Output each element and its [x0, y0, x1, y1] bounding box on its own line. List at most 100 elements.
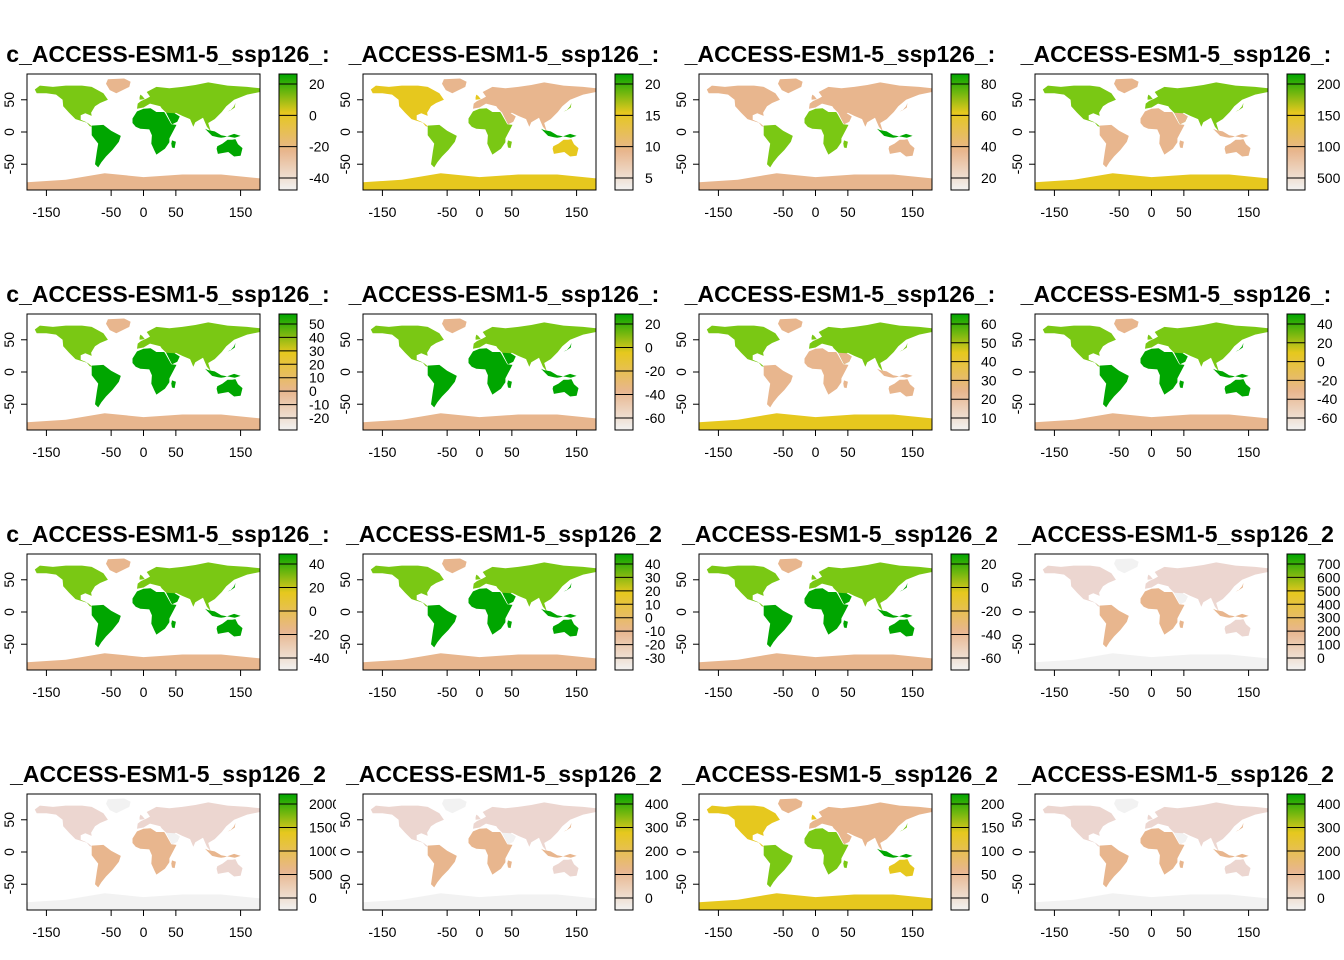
- land-south-america: [763, 844, 793, 888]
- x-tick-label: 50: [504, 444, 520, 460]
- x-tick-label: -50: [101, 444, 121, 460]
- map-plot: -150 -50 0 50 150 50 0 -50 20 0 -20 -40: [1, 73, 329, 220]
- land-indonesia: [541, 848, 577, 858]
- legend-tick-label: 100: [1317, 867, 1341, 883]
- legend-tick-label: -20: [645, 363, 665, 379]
- legend-tick-label: 40: [309, 556, 325, 572]
- panel-title: _ACCESS-ESM1-5_ssp126_:: [684, 281, 996, 307]
- land-south-america: [1099, 844, 1129, 888]
- legend-tick-label: 700: [1317, 556, 1341, 572]
- land-uk: [475, 814, 481, 820]
- legend-tick-label: 0: [1317, 354, 1325, 370]
- land-antarctica: [1035, 653, 1268, 670]
- map-panel: -150 -50 0 50 150 50 0 -50 20 0 -20 -40 -60 _ACCESS-E…: [336, 240, 672, 480]
- x-tick-label: 0: [476, 444, 484, 460]
- x-tick-label: -50: [437, 204, 457, 220]
- x-tick-label: 150: [1237, 444, 1261, 460]
- land-japan: [227, 823, 236, 832]
- y-tick-label: -50: [1, 874, 17, 894]
- land-madagascar: [1179, 620, 1184, 629]
- land-madagascar: [1179, 140, 1184, 149]
- land-arabia: [166, 352, 180, 365]
- legend-tick-label: 80: [981, 76, 997, 92]
- land-arabia: [1174, 832, 1188, 845]
- legend-tick-label: 500: [1317, 583, 1341, 599]
- x-tick-label: -150: [32, 684, 60, 700]
- legend-colorbar: [278, 793, 298, 911]
- y-tick-label: 50: [337, 812, 353, 828]
- legend-tick-label: -40: [981, 627, 1001, 643]
- map-plot: -150 -50 0 50 150 50 0 -50 60 50 40 30 20 10: [673, 313, 997, 460]
- y-tick-label: 0: [337, 128, 353, 136]
- legend-tick-label: -40: [645, 387, 665, 403]
- land-greenland: [778, 798, 803, 814]
- land-north-america: [706, 805, 780, 847]
- y-tick-label: -50: [1009, 634, 1025, 654]
- land-greenland: [442, 78, 467, 94]
- land-australia: [888, 139, 915, 157]
- x-tick-label: -50: [101, 204, 121, 220]
- land-japan: [227, 343, 236, 352]
- land-europe-asia: [809, 82, 932, 132]
- land-europe-asia: [473, 82, 596, 132]
- land-japan: [1235, 343, 1244, 352]
- map-plot: -150 -50 0 50 150 50 0 -50 20 0 -20 -40 -60: [673, 553, 1001, 700]
- panel-title: _ACCESS-ESM1-5_ssp126_2: [682, 521, 998, 547]
- land-australia: [1224, 619, 1251, 637]
- map-panel: -150 -50 0 50 150 50 0 -50 80 60 40 20 _ACCESS-ESM1-…: [672, 0, 1008, 240]
- x-tick-label: 150: [1237, 924, 1261, 940]
- land-uk: [1147, 814, 1153, 820]
- land-japan: [563, 583, 572, 592]
- legend-tick-label: -20: [1317, 372, 1337, 388]
- legend-tick-label: 300: [645, 820, 669, 836]
- y-tick-label: -50: [1009, 874, 1025, 894]
- legend-tick-label: 10: [645, 139, 661, 155]
- y-tick-label: 50: [1, 332, 17, 348]
- land-antarctica: [699, 653, 932, 670]
- x-tick-label: 50: [168, 444, 184, 460]
- x-tick-label: 50: [840, 204, 856, 220]
- land-arabia: [166, 832, 180, 845]
- map-panel: -150 -50 0 50 150 50 0 -50 20 15 10 5 _ACCESS-ESM1-5…: [336, 0, 672, 240]
- legend-tick-label: 150: [981, 820, 1005, 836]
- land-australia: [216, 139, 243, 157]
- panel-title: _ACCESS-ESM1-5_ssp126_2: [346, 761, 662, 787]
- land-arabia: [1174, 112, 1188, 125]
- x-tick-label: -150: [368, 924, 396, 940]
- land-south-america: [427, 364, 457, 408]
- map-plot: -150 -50 0 50 150 50 0 -50 20 0 -20 -40 -60: [337, 313, 665, 460]
- land-uk: [475, 574, 481, 580]
- y-tick-label: -50: [673, 154, 689, 174]
- map-plot: -150 -50 0 50 150 50 0 -50 80 60 40 20: [673, 73, 997, 220]
- land-europe-asia: [137, 82, 260, 132]
- land-japan: [227, 103, 236, 112]
- land-europe-asia: [473, 562, 596, 612]
- land-japan: [899, 103, 908, 112]
- land-north-america: [706, 565, 780, 607]
- land-australia: [888, 379, 915, 397]
- map-panel: -150 -50 0 50 150 50 0 -50 20 0 -20 -40 -60 _ACCESS-E…: [672, 480, 1008, 720]
- land-europe-asia: [473, 802, 596, 852]
- map-plot: -150 -50 0 50 150 50 0 -50 400 300 200 100 0: [337, 793, 669, 940]
- legend-tick-label: 400: [1317, 796, 1341, 812]
- land-antarctica: [27, 893, 260, 910]
- legend-tick-label: 20: [981, 170, 997, 186]
- land-antarctica: [27, 173, 260, 190]
- land-japan: [899, 583, 908, 592]
- panel-title: _ACCESS-ESM1-5_ssp126_2: [1018, 521, 1334, 547]
- land-japan: [1235, 583, 1244, 592]
- legend-tick-label: 600: [1317, 569, 1341, 585]
- land-europe-asia: [137, 322, 260, 372]
- land-africa: [132, 348, 177, 395]
- y-tick-label: 0: [1009, 128, 1025, 136]
- legend-tick-label: -40: [1317, 391, 1337, 407]
- land-africa: [132, 108, 177, 155]
- land-africa: [468, 348, 513, 395]
- x-tick-label: 150: [565, 204, 589, 220]
- y-tick-label: 50: [1009, 812, 1025, 828]
- x-tick-label: -50: [773, 204, 793, 220]
- x-tick-label: 50: [1176, 204, 1192, 220]
